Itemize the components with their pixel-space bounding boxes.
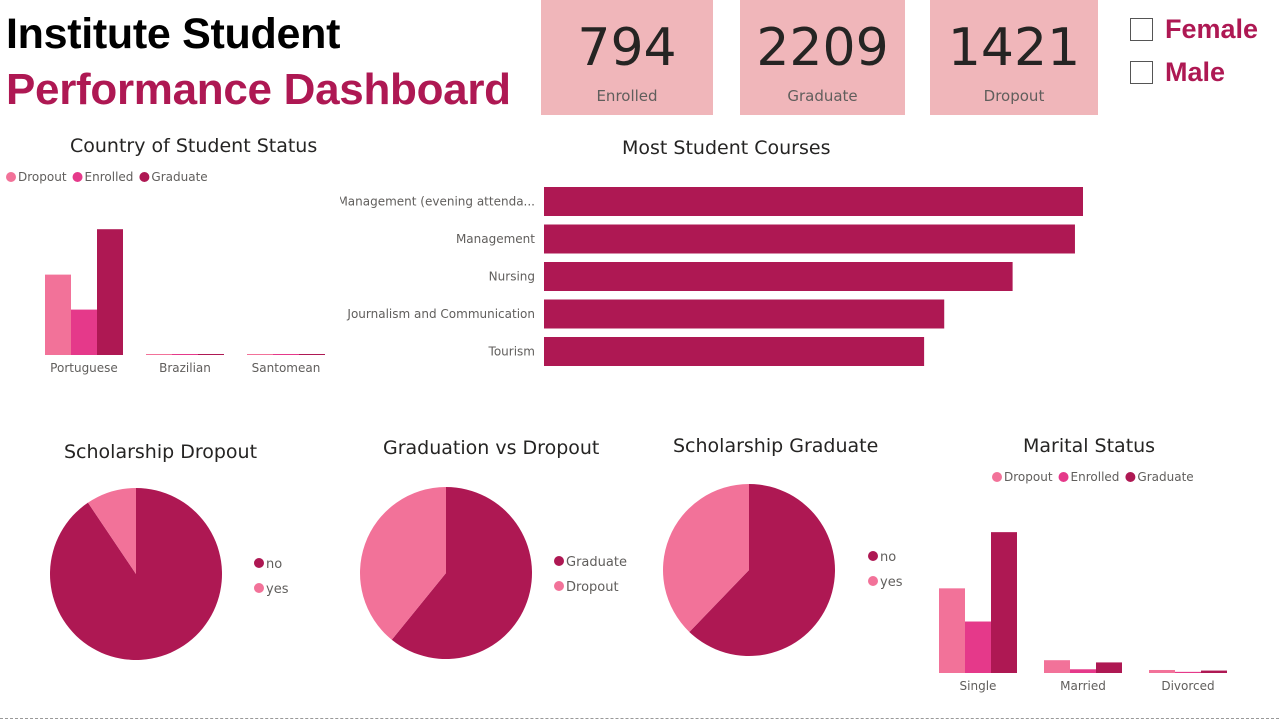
course-bar-tourism xyxy=(544,337,925,366)
scholarship-dropout-legend-marker-yes xyxy=(254,583,264,593)
scholarship-dropout-slice-yes xyxy=(87,488,136,574)
marital-bar-divorced-enrolled xyxy=(1175,671,1201,673)
scholarship-dropout-chart: no yes xyxy=(49,488,289,660)
marital-bar-divorced-dropout xyxy=(1149,669,1175,673)
country-legend-marker-graduate xyxy=(139,172,150,182)
kpi-card-graduate: 2209 Graduate xyxy=(740,0,905,115)
grad-vs-dropout-slice-graduate xyxy=(391,487,532,659)
male-checkbox[interactable] xyxy=(1130,61,1153,84)
scholarship-graduate-legend-marker-no xyxy=(868,551,878,561)
scholarship-graduate-title: Scholarship Graduate xyxy=(673,435,879,457)
country-tick-brazilian: Brazilian xyxy=(159,361,211,375)
grad-vs-dropout-legend-marker-dropout xyxy=(554,581,564,591)
course-label-management-evening-attenda: Management (evening attenda... xyxy=(340,195,535,209)
title-line-2: Performance Dashboard xyxy=(6,65,511,114)
country-tick-portuguese: Portuguese xyxy=(50,361,118,375)
marital-legend-enrolled: Enrolled xyxy=(1071,470,1120,484)
female-label: Female xyxy=(1165,14,1259,44)
marital-status-chart: Dropout Enrolled Graduate Single Married Divo… xyxy=(939,470,1227,693)
kpi-enrolled-label: Enrolled xyxy=(596,87,658,105)
marital-legend-dropout: Dropout xyxy=(1004,470,1053,484)
scholarship-dropout-legend-no: no xyxy=(266,557,282,572)
scholarship-graduate-legend-yes: yes xyxy=(880,575,903,590)
course-label-nursing: Nursing xyxy=(489,270,535,284)
scholarship-graduate-slice-no xyxy=(689,484,835,656)
page-bottom-border xyxy=(0,718,1279,719)
marital-legend-marker-dropout xyxy=(992,472,1002,482)
title-line-1: Institute Student xyxy=(6,10,341,58)
marital-tick-married: Married xyxy=(1060,679,1106,693)
kpi-graduate-label: Graduate xyxy=(787,87,858,105)
grad-vs-dropout-legend-marker-graduate xyxy=(554,556,564,566)
country-legend-graduate: Graduate xyxy=(151,170,207,184)
marital-bar-married-dropout xyxy=(1044,660,1070,673)
country-bar-santomean-graduate xyxy=(299,354,325,355)
country-legend-marker-dropout xyxy=(6,172,16,182)
country-bar-santomean-dropout xyxy=(247,354,273,355)
country-bar-santomean-enrolled xyxy=(273,354,299,355)
scholarship-graduate-legend-no: no xyxy=(880,550,896,565)
kpi-card-dropout: 1421 Dropout xyxy=(930,0,1098,115)
course-label-management: Management xyxy=(456,232,535,246)
scholarship-graduate-chart: no yes xyxy=(663,484,903,656)
country-bar-portuguese-graduate xyxy=(97,229,123,355)
scholarship-dropout-legend-marker-no xyxy=(254,558,264,568)
scholarship-graduate-legend-marker-yes xyxy=(868,576,878,586)
grad-vs-dropout-legend-dropout: Dropout xyxy=(566,580,619,595)
kpi-enrolled-value: 794 xyxy=(577,18,677,78)
marital-bar-single-enrolled xyxy=(965,621,991,673)
country-bar-portuguese-enrolled xyxy=(71,309,97,355)
scholarship-dropout-title: Scholarship Dropout xyxy=(64,441,258,463)
grad-vs-dropout-chart: Graduate Dropout xyxy=(360,487,627,659)
country-bar-brazilian-graduate xyxy=(198,354,224,355)
kpi-graduate-value: 2209 xyxy=(756,18,889,78)
country-tick-santomean: Santomean xyxy=(252,361,321,375)
courses-chart-title: Most Student Courses xyxy=(622,137,831,159)
country-legend-dropout: Dropout xyxy=(18,170,67,184)
course-bar-management xyxy=(544,224,1075,254)
kpi-dropout-value: 1421 xyxy=(947,18,1081,78)
course-label-journalism-and-communication: Journalism and Communication xyxy=(346,307,535,321)
kpi-dropout-label: Dropout xyxy=(983,87,1045,105)
course-bar-nursing xyxy=(544,262,1013,291)
country-legend-marker-enrolled xyxy=(72,172,83,182)
course-bar-journalism-and-communication xyxy=(544,299,945,329)
marital-chart-title: Marital Status xyxy=(1023,435,1156,457)
grad-vs-dropout-legend-graduate: Graduate xyxy=(566,555,627,570)
marital-legend-graduate: Graduate xyxy=(1137,470,1193,484)
country-status-chart: Dropout Enrolled Graduate Portuguese Brazili… xyxy=(6,170,325,375)
marital-bar-divorced-graduate xyxy=(1201,670,1227,673)
grad-vs-dropout-title: Graduation vs Dropout xyxy=(383,437,600,459)
marital-bar-married-graduate xyxy=(1096,662,1122,673)
slicer-option-male[interactable]: Male xyxy=(1130,57,1225,88)
marital-bar-single-dropout xyxy=(939,588,965,673)
slicer-option-female[interactable]: Female xyxy=(1130,14,1258,45)
courses-chart: Management (evening attenda... Management… xyxy=(340,187,1083,366)
marital-legend-marker-graduate xyxy=(1125,472,1136,482)
country-bar-brazilian-dropout xyxy=(146,354,172,355)
grad-vs-dropout-slice-dropout xyxy=(360,487,446,640)
course-label-tourism: Tourism xyxy=(488,345,535,359)
marital-bar-married-enrolled xyxy=(1070,669,1096,673)
course-bar-management-evening-attenda xyxy=(544,187,1083,216)
country-bar-brazilian-enrolled xyxy=(172,354,198,355)
female-checkbox[interactable] xyxy=(1130,18,1153,41)
marital-tick-single: Single xyxy=(960,679,997,693)
scholarship-dropout-legend-yes: yes xyxy=(266,582,289,597)
marital-bar-single-graduate xyxy=(991,532,1017,673)
scholarship-graduate-slice-yes xyxy=(663,484,749,632)
country-chart-title: Country of Student Status xyxy=(70,135,318,157)
kpi-card-enrolled: 794 Enrolled xyxy=(541,0,713,115)
marital-tick-divorced: Divorced xyxy=(1161,679,1214,693)
country-legend-enrolled: Enrolled xyxy=(85,170,134,184)
scholarship-dropout-slice-no xyxy=(49,488,222,660)
male-label: Male xyxy=(1165,57,1226,87)
country-bar-portuguese-dropout xyxy=(45,274,71,355)
marital-legend-marker-enrolled xyxy=(1058,472,1069,482)
